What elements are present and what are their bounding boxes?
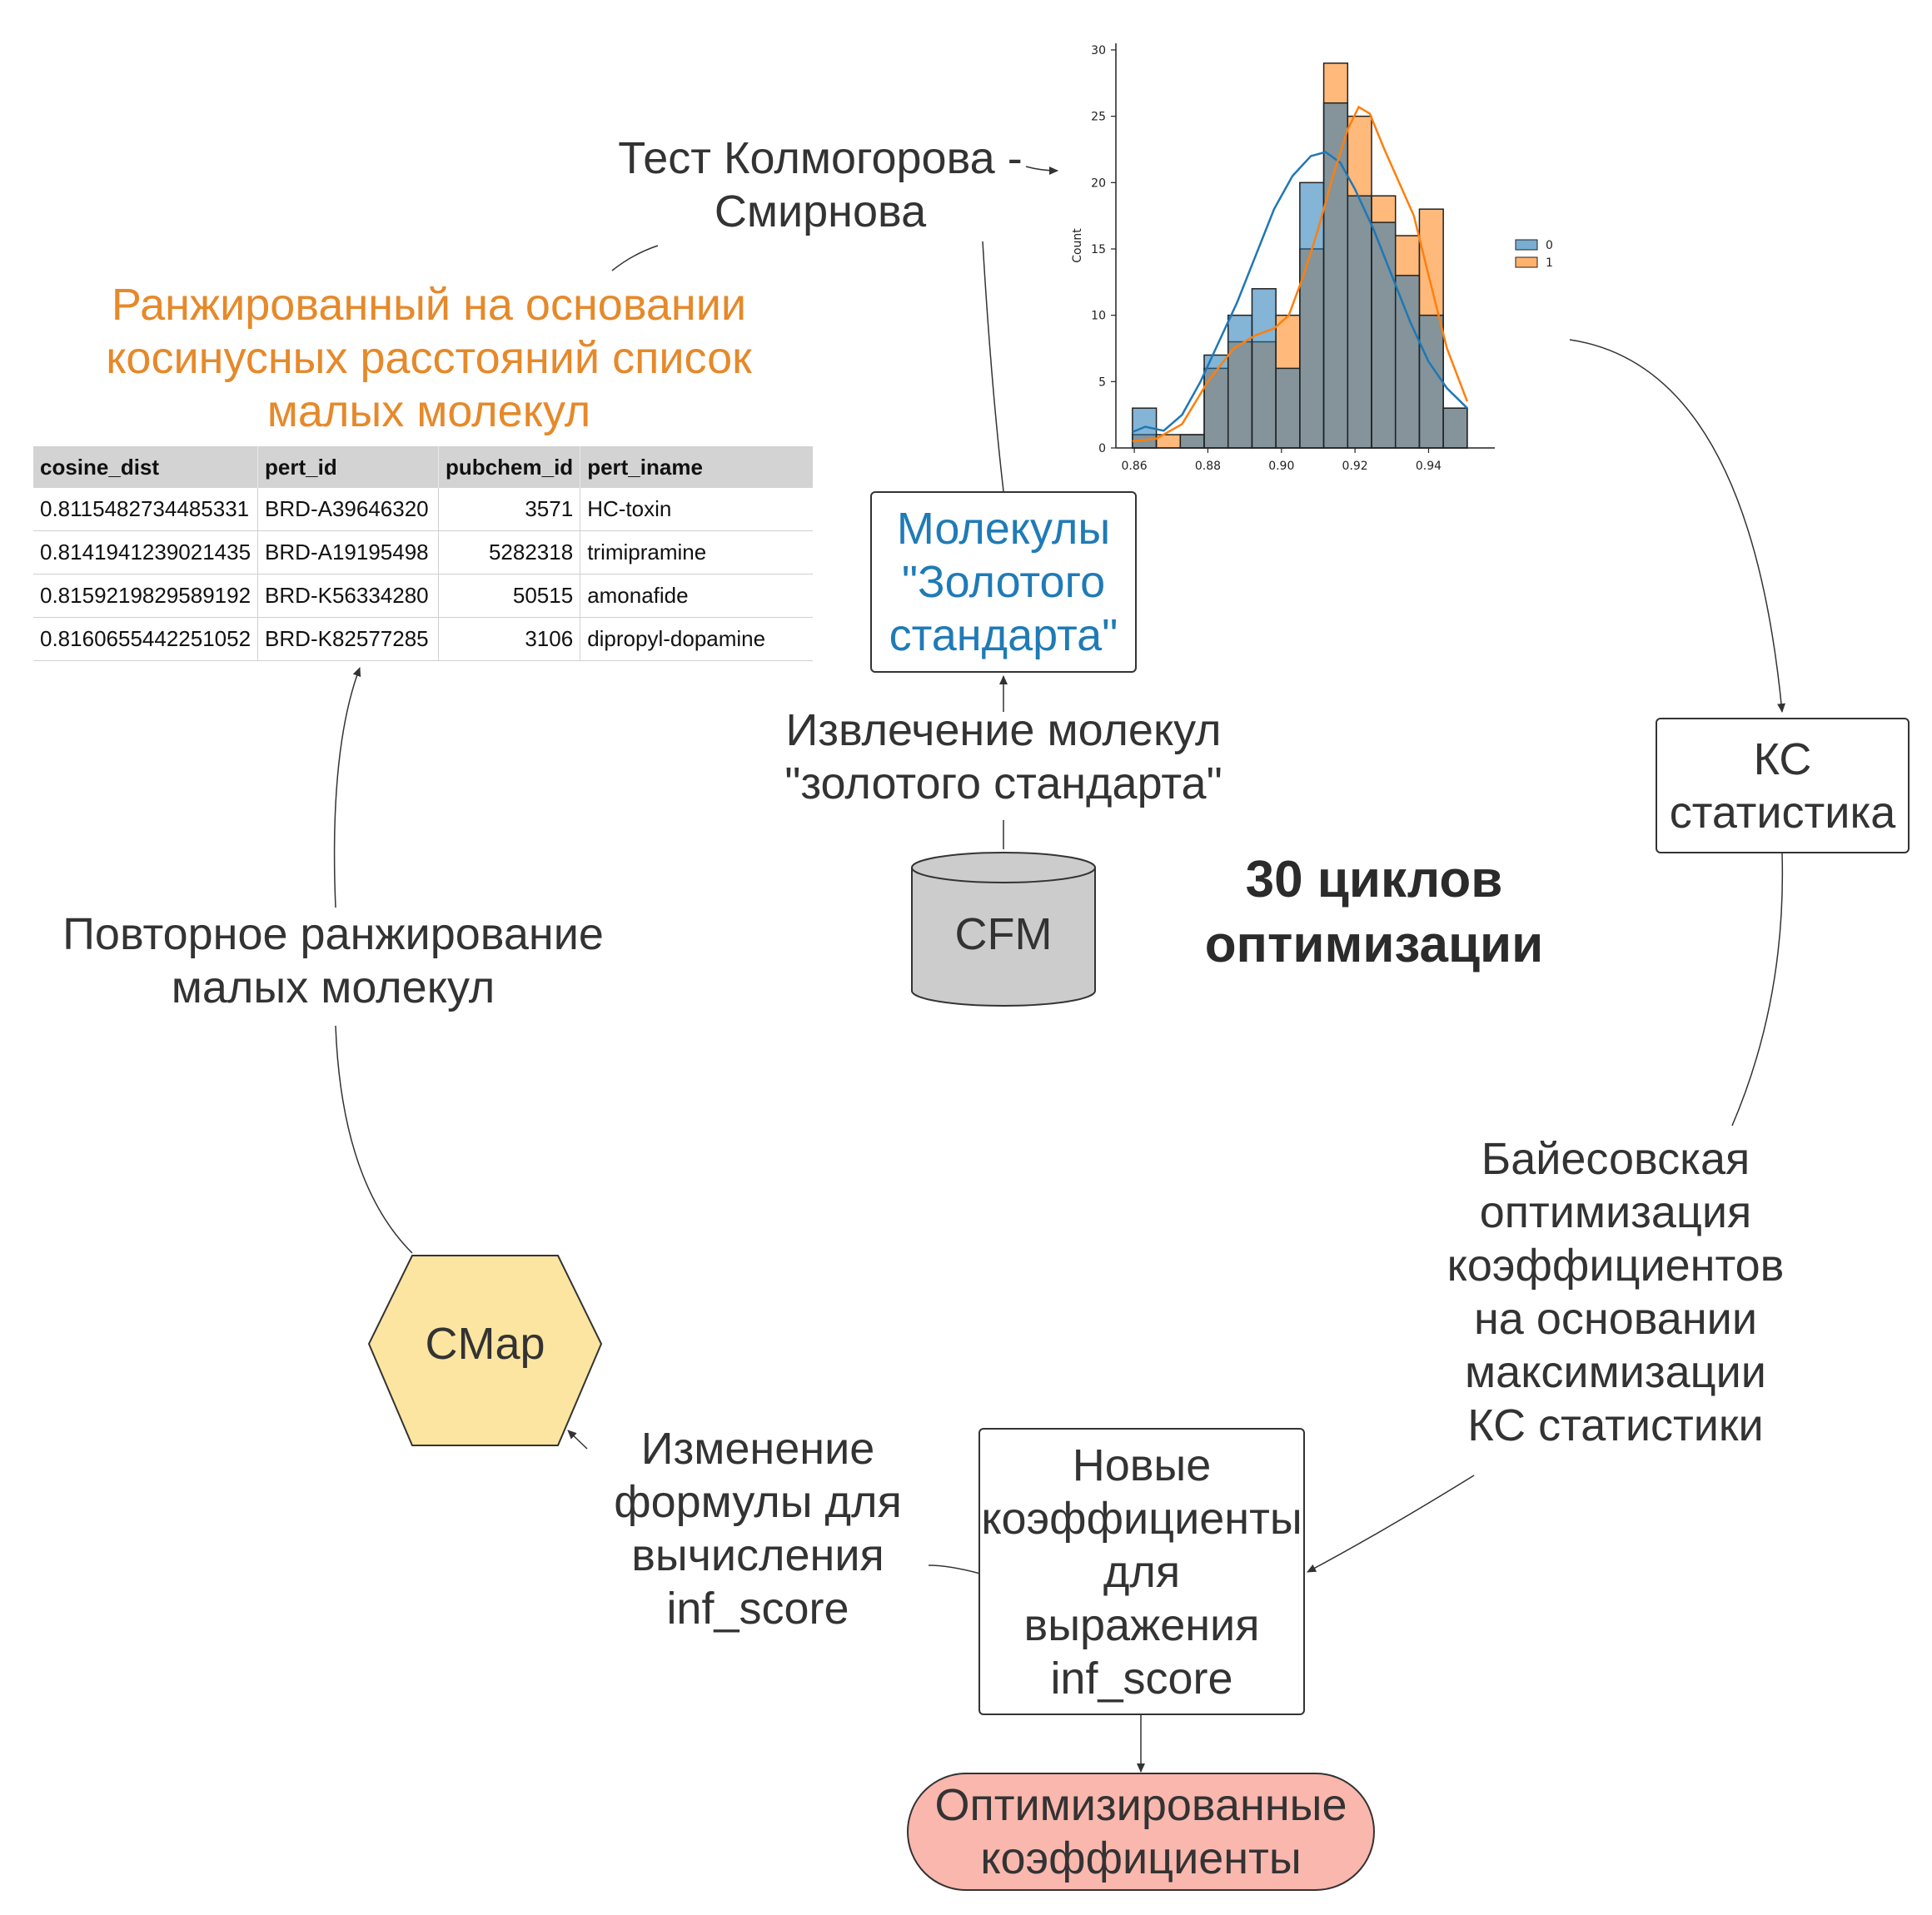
cmap-label: CMap [425, 1319, 545, 1369]
arrow-histogram-to-ks [1569, 339, 1786, 713]
cfm-database-icon [911, 852, 1096, 1007]
formula-change-label: Изменение формулы для вычисления inf_sco… [614, 1424, 902, 1634]
table-cell: BRD-A19195498 [257, 530, 440, 574]
arrow-bayes-to-new-coefs [1307, 1475, 1475, 1573]
extraction-label: Извлечение молекул "золотого стандарта" [784, 705, 1222, 808]
y-tick-label: 15 [1091, 243, 1106, 256]
table-row: 0.8141941239021435 BRD-A19195498 5282318… [33, 530, 813, 574]
line-ks-to-bayes [1731, 853, 1784, 1127]
kde-line-series-1 [1132, 105, 1469, 443]
arrow-formula-to-cmap [567, 1430, 588, 1450]
cmap-hexagon [367, 1255, 603, 1446]
table-row: 0.8160655442251052 BRD-K82577285 3106 di… [33, 617, 813, 661]
line-ks-test-left [611, 245, 659, 271]
x-tick-label: 0.90 [1268, 460, 1294, 473]
arrow-reranking-to-table [333, 667, 361, 908]
table-cell: 3106 [438, 617, 581, 661]
legend-label: 1 [1546, 256, 1553, 270]
hist-bar-series-0 [1394, 275, 1421, 449]
hist-bar-series-0 [1179, 434, 1205, 449]
table-cell: amonafide [580, 574, 813, 618]
hist-bar-series-0 [1347, 195, 1372, 449]
table-header-cell: pubchem_id [438, 446, 581, 488]
table-cell: 0.8160655442251052 [33, 617, 259, 661]
hist-bar-series-0 [1275, 367, 1301, 449]
table-cell: BRD-K82577285 [257, 617, 440, 661]
bayes-label: Байесовская оптимизация коэффициентов на… [1447, 1134, 1785, 1450]
ks-statistic-box: КС статистика [1656, 718, 1910, 853]
table-cell: 50515 [438, 574, 581, 618]
hist-bar-series-0 [1227, 314, 1253, 449]
optimized-coefficients-label: Оптимизированные коэффициенты [934, 1780, 1347, 1883]
y-tick-label: 25 [1091, 111, 1106, 124]
hist-bar-series-0 [1442, 407, 1468, 449]
new-coefficients-box: Новые коэффициенты для выражения inf_sco… [978, 1428, 1305, 1715]
new-coefficients-label: Новые коэффициенты для выражения inf_sco… [981, 1440, 1302, 1704]
table-cell: 0.8141941239021435 [33, 530, 259, 574]
table-cell: 0.8115482734485331 [33, 488, 259, 531]
kde-line-series-0 [1132, 151, 1468, 434]
table-header-row: cosine_dist pert_id pubchem_id pert_inam… [33, 446, 813, 488]
hist-bar-series-0 [1371, 221, 1397, 449]
ks-test-label: Тест Колмогорова - Смирнова [618, 133, 1023, 236]
table-cell: BRD-A39646320 [257, 488, 440, 531]
cycles-label: 30 циклов оптимизации [1204, 851, 1544, 973]
line-new-coefs-to-formula [928, 1564, 981, 1574]
x-tick-label: 0.94 [1416, 460, 1442, 473]
optimized-pill-shape [907, 1773, 1375, 1891]
ranked-molecules-table: cosine_dist pert_id pubchem_id pert_inam… [33, 446, 813, 661]
table-header-cell: pert_iname [580, 446, 813, 488]
hist-bar-series-0 [1418, 314, 1444, 449]
table-cell: HC-toxin [580, 488, 813, 531]
ranked-list-title: Ранжированный на основании косинусных ра… [106, 280, 752, 436]
x-tick-label: 0.92 [1342, 460, 1368, 473]
table-cell: trimipramine [580, 530, 813, 574]
table-cell: BRD-K56334280 [257, 574, 440, 618]
arrow-ks-test-to-histogram [1025, 166, 1058, 175]
y-tick-label: 30 [1091, 44, 1106, 57]
legend-swatch [1515, 256, 1538, 268]
y-tick-label: 20 [1091, 177, 1106, 190]
hist-bar-series-0 [1322, 102, 1349, 449]
hist-bar-series-0 [1251, 288, 1277, 449]
table-cell: 3571 [438, 488, 581, 531]
legend-label: 0 [1546, 239, 1553, 252]
y-tick-label: 5 [1098, 376, 1106, 389]
y-tick-label: 10 [1091, 310, 1106, 323]
line-gold-to-histogram [982, 241, 1004, 492]
table-row: 0.8159219829589192 BRD-K56334280 50515 a… [33, 574, 813, 618]
ks-statistic-label: КС статистика [1669, 734, 1896, 838]
x-tick-label: 0.88 [1195, 460, 1221, 473]
line-cmap-to-reranking [335, 1025, 413, 1254]
table-header-cell: pert_id [257, 446, 440, 488]
reranking-label: Повторное ранжирование малых молекул [62, 909, 604, 1012]
table-cell: 0.8159219829589192 [33, 574, 259, 618]
gold-molecules-box: Молекулы "Золотого стандарта" [870, 491, 1137, 673]
table-row: 0.8115482734485331 BRD-A39646320 3571 HC… [33, 488, 813, 531]
table-cell: dipropyl-dopamine [580, 617, 813, 661]
legend-swatch [1515, 239, 1538, 251]
y-axis-label: Count [1071, 228, 1084, 263]
table-header-cell: cosine_dist [33, 446, 259, 488]
hist-bar-series-0 [1203, 354, 1229, 449]
y-tick-label: 0 [1098, 442, 1106, 455]
x-tick-label: 0.86 [1122, 460, 1148, 473]
gold-molecules-label: Молекулы "Золотого стандарта" [889, 504, 1118, 660]
table-cell: 5282318 [438, 530, 581, 574]
ks-histogram: 0 5 10 15 20 25 30 0.86 0.88 0.90 0.92 0.94 Count 0 1 [1071, 43, 1553, 473]
cfm-label: CFM [954, 909, 1053, 959]
